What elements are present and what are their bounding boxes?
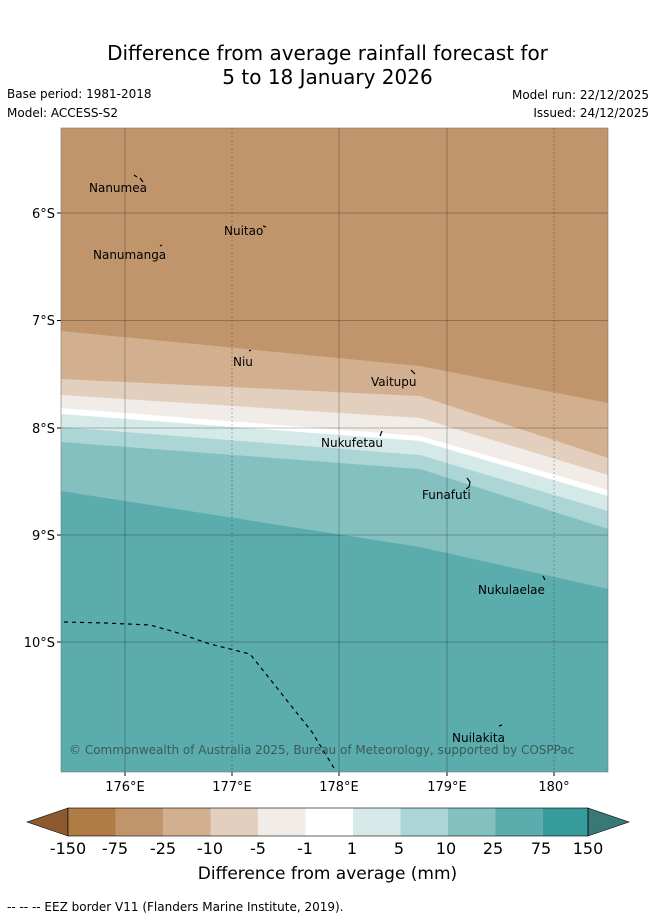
colorbar-tick-label: 25 (482, 839, 504, 858)
colorbar-title: Difference from average (mm) (197, 864, 458, 884)
colorbar-bin-neg1-1 (305, 808, 353, 836)
colorbar-tick-label: 1 (346, 839, 358, 858)
place-nuitao: Nuitao (224, 224, 263, 238)
colorbar-bin-75-150 (543, 808, 588, 836)
island-nanumea (133, 174, 144, 183)
title-line-1: Difference from average rainfall forecas… (107, 41, 548, 65)
colorbar (26, 807, 630, 837)
lat-label-9s: 9°S (32, 529, 55, 544)
island-funafuti (465, 477, 471, 490)
colorbar-bin-neg5-neg1 (258, 808, 306, 836)
title-line-2: 5 to 18 January 2026 (222, 65, 433, 89)
lon-label-178e: 178°E (319, 780, 359, 795)
lon-label-177e: 177°E (212, 780, 252, 795)
place-funafuti: Funafuti (422, 488, 471, 502)
chart-title: Difference from average rainfall forecas… (0, 41, 655, 89)
lon-label-179e: 179°E (427, 780, 467, 795)
colorbar-frame (67, 807, 589, 837)
colorbar-bin-neg10-neg5 (210, 808, 258, 836)
colorbar-bin-neg150-neg75 (68, 808, 116, 836)
colorbar-tick-label: -1 (297, 839, 313, 858)
colorbar-tick-label: -25 (149, 839, 177, 858)
colorbar-bin-1-5 (353, 808, 401, 836)
place-nuilakita: Nuilakita (452, 731, 505, 745)
lat-label-10s: 10°S (24, 636, 55, 651)
issued-date: Issued: 24/12/2025 (533, 106, 649, 120)
island-shapes (133, 174, 546, 727)
base-period: Base period: 1981-2018 (7, 87, 152, 101)
model-name: Model: ACCESS-S2 (7, 106, 119, 120)
colorbar-tick-label: 150 (572, 839, 604, 858)
colorbar-extend-left (26, 807, 69, 837)
lon-label-180: 180° (538, 780, 569, 795)
place-niu: Niu (233, 355, 253, 369)
island-nanumanga (159, 244, 163, 247)
colorbar-bin-5-10 (400, 808, 448, 836)
axis-ticks (57, 212, 555, 776)
island-nuitao (262, 225, 267, 228)
place-nukufetau: Nukufetau (321, 436, 383, 450)
copyright-credit: © Commonwealth of Australia 2025, Bureau… (69, 743, 574, 757)
colorbar-extend-right (587, 807, 630, 837)
colorbar-bin-25-75 (495, 808, 543, 836)
colorbar-bin-10-25 (448, 808, 496, 836)
colorbar-tick-label: -5 (250, 839, 266, 858)
colorbar-bin-neg75-neg25 (115, 808, 163, 836)
colorbar-tick-label: -75 (101, 839, 129, 858)
colorbar-tick-label: 10 (435, 839, 457, 858)
lon-label-176e: 176°E (105, 780, 145, 795)
island-nukufetau (379, 430, 383, 437)
colorbar-tick-label: 5 (393, 839, 405, 858)
eez-footnote: -- -- -- EEZ border V11 (Flanders Marine… (7, 900, 344, 914)
eez-border-line (63, 621, 335, 769)
lat-label-8s: 8°S (32, 422, 55, 437)
island-niu (248, 349, 252, 352)
graticule (61, 128, 608, 772)
colorbar-tick-label: -150 (49, 839, 87, 858)
place-nukulaelae: Nukulaelae (478, 583, 545, 597)
island-vaitupu (410, 369, 416, 375)
place-nanumea: Nanumea (89, 181, 147, 195)
colorbar-tick-label: -10 (196, 839, 224, 858)
map-frame (60, 127, 609, 773)
band-neg25-neg10 (61, 128, 608, 403)
model-run: Model run: 22/12/2025 (511, 88, 649, 102)
island-nuilakita (498, 724, 503, 727)
colorbar-tick-label: 75 (530, 839, 552, 858)
lat-label-7s: 7°S (32, 314, 55, 329)
island-nukulaelae (542, 575, 546, 581)
lat-label-6s: 6°S (32, 207, 55, 222)
colorbar-bin-neg25-neg10 (163, 808, 211, 836)
rainfall-bands (61, 128, 608, 772)
place-vaitupu: Vaitupu (371, 375, 417, 389)
place-nanumanga: Nanumanga (93, 248, 166, 262)
